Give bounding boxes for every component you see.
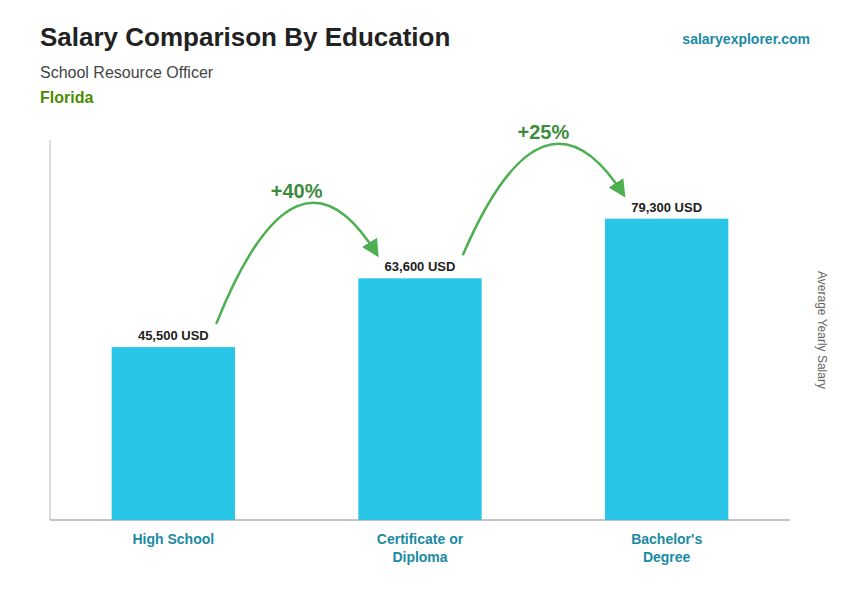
bars — [112, 219, 729, 520]
source: salaryexplorer.com — [682, 31, 810, 47]
data-label: 45,500 USD — [138, 328, 209, 343]
x-tick-label-line: Certificate or — [377, 531, 464, 547]
x-tick-label-line: Degree — [643, 549, 691, 565]
x-tick-label-line: High School — [132, 531, 214, 547]
subtitle: School Resource Officer — [40, 64, 214, 81]
y-axis-line — [50, 140, 51, 520]
x-tick-label-line: Bachelor's — [631, 531, 702, 547]
x-tick-label: Certificate or Diploma — [377, 531, 464, 565]
annotation: +25% — [517, 121, 569, 143]
location: Florida — [40, 89, 93, 106]
y-axis-label: Average Yearly Salary — [815, 271, 829, 389]
bar — [605, 219, 728, 520]
x-tick-label: High School — [132, 531, 214, 547]
annotation: +40% — [271, 180, 323, 202]
arrow — [463, 144, 623, 255]
data-label: 79,300 USD — [631, 200, 702, 215]
data-label: 63,600 USD — [385, 259, 456, 274]
x-tick-label-line: Diploma — [392, 549, 447, 565]
chart-container: Salary Comparison By Education School Res… — [0, 0, 850, 606]
x-tick-label: Bachelor's Degree — [631, 531, 702, 565]
chart: Salary Comparison By Education School Res… — [0, 0, 850, 606]
bar — [358, 278, 481, 520]
bar — [112, 347, 235, 520]
title: Salary Comparison By Education — [40, 22, 450, 52]
arrow — [217, 203, 377, 323]
